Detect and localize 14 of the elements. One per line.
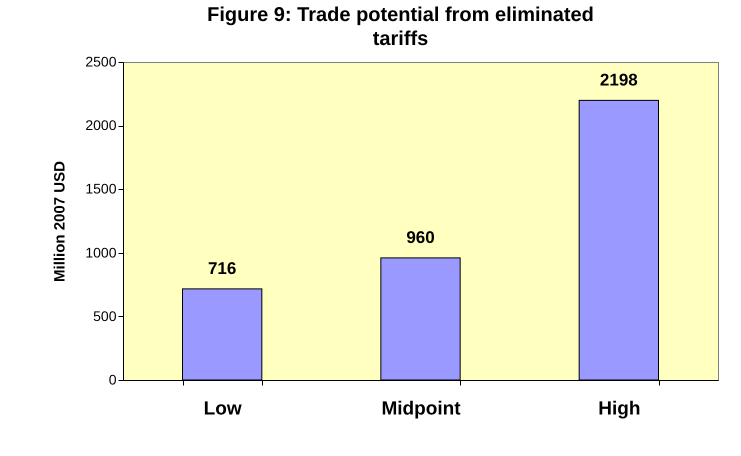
x-tick-label: High — [598, 398, 640, 420]
x-tick-label: Low — [204, 398, 242, 420]
y-tick-label: 1500 — [85, 180, 117, 197]
data-label: 960 — [406, 228, 435, 247]
data-label: 716 — [208, 258, 236, 278]
y-tick-label: 2500 — [85, 54, 117, 70]
y-tick-label: 0 — [108, 372, 117, 388]
y-tick-label: 1000 — [85, 244, 117, 260]
y-axis-title: Million 2007 USD — [51, 160, 68, 282]
y-tick-label: 500 — [93, 308, 117, 324]
y-tick-label: 2000 — [85, 117, 117, 134]
chart-title: Figure 9: Trade potential from eliminated tariffs — [207, 4, 594, 50]
data-label: 2198 — [600, 70, 638, 90]
x-tick-label: Midpoint — [381, 398, 462, 420]
